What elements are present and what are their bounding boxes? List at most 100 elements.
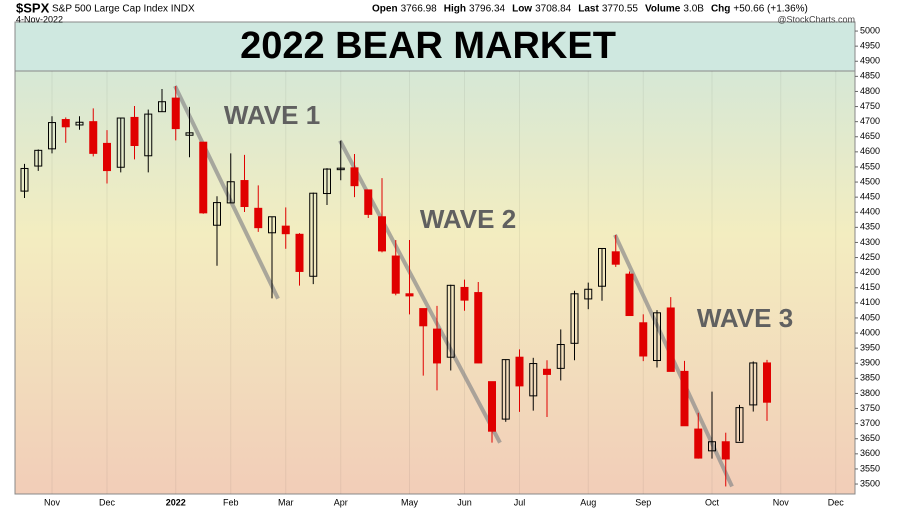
candle-body — [336, 167, 345, 171]
x-tick-label: Feb — [223, 497, 239, 507]
stat-value: 3766.98 — [401, 4, 438, 15]
stat-value: 3796.34 — [469, 4, 506, 15]
candle-body — [130, 116, 139, 147]
candle-body — [625, 273, 634, 317]
candle-body — [350, 167, 359, 187]
candle-body — [158, 101, 166, 113]
x-tick-label: Aug — [580, 497, 596, 507]
candle-body — [501, 359, 510, 420]
stat-value: 3708.84 — [535, 4, 572, 15]
x-tick-label: Jun — [457, 497, 472, 507]
candle-body — [391, 255, 400, 294]
x-tick-label: Nov — [773, 497, 790, 507]
candle-body — [48, 122, 56, 150]
y-tick-label: 3800 — [860, 388, 880, 398]
candle-body — [20, 167, 29, 192]
candle-body — [281, 225, 290, 235]
y-tick-label: 4400 — [860, 207, 880, 217]
plot-area — [14, 21, 856, 495]
candle-body — [34, 149, 43, 167]
x-tick-label: Dec — [99, 497, 116, 507]
candle-body — [405, 293, 414, 297]
candle-body — [474, 292, 483, 364]
candle-body — [144, 113, 153, 157]
candle-body — [653, 312, 661, 362]
y-tick-label: 3550 — [860, 463, 880, 473]
candle-body — [103, 142, 111, 172]
wave-label: WAVE 2 — [420, 204, 516, 234]
stat-label: Chg — [711, 4, 730, 15]
candle-body — [598, 247, 606, 287]
y-tick-label: 3600 — [860, 448, 880, 458]
candle-body — [254, 207, 263, 229]
stat-label: Last — [578, 4, 599, 15]
candle-body — [708, 441, 716, 452]
y-tick-label: 3900 — [860, 358, 880, 368]
stat-label: Low — [512, 4, 532, 15]
y-tick-label: 4650 — [860, 131, 880, 141]
stat-label: Open — [372, 4, 398, 15]
wave-line — [173, 85, 280, 300]
candle-body — [721, 441, 730, 460]
x-tick-label: Jul — [514, 497, 526, 507]
y-tick-label: 4300 — [860, 237, 880, 247]
stats: Open 3766.98 High 3796.34 Low 3708.84 Last 3770… — [372, 4, 808, 15]
y-tick-label: 4450 — [860, 192, 880, 202]
candle-body — [309, 192, 318, 277]
candle-body — [694, 428, 703, 459]
candle-body — [268, 216, 276, 234]
wave-label: WAVE 1 — [224, 100, 320, 130]
candle-body — [735, 407, 744, 443]
title-band — [14, 21, 856, 72]
date: 4-Nov-2022 — [16, 14, 63, 24]
candle-body — [199, 141, 208, 214]
candle-body — [570, 293, 579, 344]
stat-label: Volume — [645, 4, 681, 15]
y-tick-label: 3750 — [860, 403, 880, 413]
candle-body — [556, 344, 565, 369]
candle-body — [680, 370, 689, 427]
y-tick-label: 4900 — [860, 56, 880, 66]
source: @StockCharts.com — [777, 14, 855, 24]
candle-body — [240, 180, 249, 208]
candle-body — [323, 168, 331, 195]
y-tick-label: 3650 — [860, 433, 880, 443]
stat-value: 3770.55 — [602, 4, 639, 15]
candle-body — [584, 288, 593, 300]
x-tick-label: May — [401, 497, 419, 507]
stat-value: 3.0B — [683, 4, 704, 15]
candle-body — [543, 368, 551, 375]
y-tick-label: 4250 — [860, 252, 880, 262]
symbol-name: S&P 500 Large Cap Index INDX — [52, 4, 195, 15]
candle-body — [89, 121, 98, 154]
y-tick-label: 3700 — [860, 418, 880, 428]
x-tick-label: 2022 — [166, 497, 186, 507]
y-tick-label: 5000 — [860, 25, 880, 35]
candle-body — [515, 356, 524, 387]
y-tick-label: 4950 — [860, 41, 880, 51]
y-tick-label: 4600 — [860, 146, 880, 156]
candle-body — [433, 328, 441, 364]
y-tick-label: 4550 — [860, 161, 880, 171]
candle-body — [378, 216, 386, 252]
y-tick-label: 4750 — [860, 101, 880, 111]
candle-body — [213, 202, 221, 226]
candle-body — [171, 97, 180, 130]
y-tick-label: 4700 — [860, 116, 880, 126]
y-tick-label: 4000 — [860, 327, 880, 337]
x-tick-label: Nov — [44, 497, 61, 507]
candle-body — [116, 117, 125, 168]
y-tick-label: 4150 — [860, 282, 880, 292]
candle-body — [749, 362, 758, 406]
stat-label: High — [444, 4, 466, 15]
candle-body — [529, 363, 538, 397]
candle-body — [364, 189, 373, 215]
x-tick-label: Mar — [278, 497, 294, 507]
candle-body — [419, 308, 428, 327]
stat-value: +50.66 (+1.36%) — [733, 4, 808, 15]
chart-title: 2022 BEAR MARKET — [240, 25, 616, 67]
candle-body — [611, 251, 620, 265]
y-tick-label: 4200 — [860, 267, 880, 277]
candle-body — [295, 233, 304, 272]
